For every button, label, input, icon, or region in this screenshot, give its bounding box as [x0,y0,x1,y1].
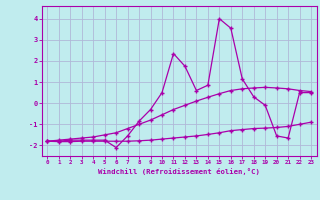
X-axis label: Windchill (Refroidissement éolien,°C): Windchill (Refroidissement éolien,°C) [98,168,260,175]
